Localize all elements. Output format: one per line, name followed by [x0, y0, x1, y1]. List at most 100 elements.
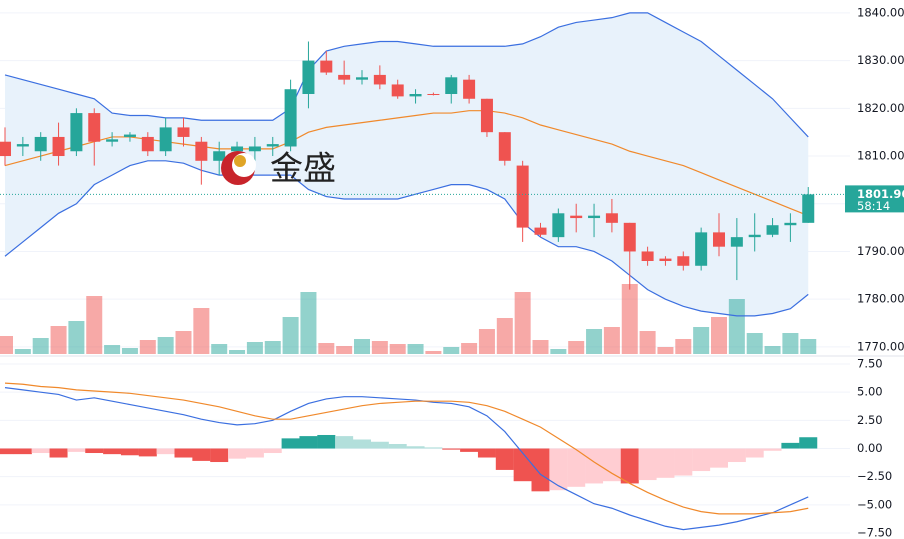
volume-bar	[728, 299, 745, 354]
histogram-bar	[85, 448, 104, 454]
histogram-bar	[388, 443, 407, 449]
candle-body	[302, 60, 315, 94]
candle-body	[16, 144, 29, 147]
candle-body	[284, 89, 297, 147]
volume-bar	[657, 347, 674, 354]
histogram-bar	[585, 448, 604, 484]
volume-bar	[354, 339, 370, 354]
volume-bar	[550, 349, 567, 354]
histogram-bar	[477, 448, 496, 458]
y-tick-label: 1770.00	[857, 339, 904, 353]
candle-body	[409, 93, 422, 97]
candle-body	[623, 222, 636, 252]
y-tick-label: 2.50	[857, 413, 883, 427]
watermark-logo: 金盛	[221, 149, 336, 188]
histogram-bar	[763, 448, 782, 451]
candle-body	[123, 134, 136, 137]
last-price-label: 1801.96	[857, 187, 904, 201]
histogram-bar	[228, 448, 247, 459]
histogram-bar	[317, 434, 336, 449]
volume-bar	[211, 344, 228, 354]
candle-body	[391, 84, 404, 97]
volume-bar	[711, 317, 727, 354]
y-tick-label: 1840.00	[857, 5, 904, 19]
candle-body	[463, 79, 476, 99]
histogram-bar	[0, 448, 14, 455]
candle-body	[605, 213, 618, 223]
histogram-bar	[549, 448, 568, 491]
candle-body	[34, 136, 47, 152]
candle-body	[695, 232, 708, 266]
histogram-bar	[460, 448, 479, 452]
candle-body	[766, 225, 779, 235]
signal-line	[4, 382, 809, 515]
volume-bar	[461, 343, 478, 354]
histogram-bar	[513, 448, 532, 482]
y-tick-label: 1830.00	[857, 53, 904, 67]
band-middle	[4, 110, 809, 217]
volume-bar	[407, 344, 424, 354]
volume-bar	[157, 337, 174, 354]
volume-bar	[229, 350, 246, 354]
y-tick-label: 0.00	[857, 441, 883, 455]
volume-bar	[693, 327, 710, 354]
histogram-bar	[442, 448, 461, 450]
histogram-bar	[281, 438, 300, 449]
macd-line	[4, 387, 809, 531]
candle-body	[266, 144, 279, 147]
watermark-text: 金盛	[270, 149, 336, 188]
candle-body	[516, 165, 529, 228]
candle-body	[88, 113, 101, 142]
volume-bar	[603, 327, 620, 354]
volume-bar	[14, 349, 31, 354]
y-tick-label: 1810.00	[857, 149, 904, 163]
histogram-bar	[67, 448, 86, 452]
histogram-bar	[727, 448, 746, 463]
volume-bar	[336, 346, 353, 354]
band-area	[5, 12, 809, 316]
volume-bar	[568, 341, 585, 354]
candle-body	[373, 74, 386, 85]
candle-body	[177, 127, 190, 137]
volume-bar	[586, 329, 603, 354]
histogram-bar	[335, 436, 354, 449]
candle-body	[320, 60, 333, 73]
candle-body	[659, 258, 672, 262]
volume-bar	[175, 331, 192, 354]
histogram-bar	[13, 448, 32, 455]
volume-bar	[478, 329, 495, 354]
y-tick-label: 7.50	[857, 356, 883, 370]
volume-bar	[193, 308, 210, 354]
volume-bar	[746, 333, 763, 354]
volume-bar	[514, 292, 531, 354]
candle-body	[588, 215, 601, 219]
histogram-bar	[120, 448, 139, 456]
histogram-bar	[192, 448, 211, 461]
volume-bar	[782, 333, 799, 354]
candle-body	[248, 146, 261, 152]
volume-bar	[764, 346, 781, 354]
candle-body	[480, 98, 493, 133]
countdown-label: 58:14	[857, 199, 890, 213]
y-tick-label: −2.50	[857, 469, 892, 483]
histogram-bar	[531, 448, 550, 492]
histogram-bar	[781, 442, 800, 449]
volume-bar	[264, 341, 281, 354]
volume-bar	[443, 347, 460, 354]
histogram-bar	[620, 448, 639, 484]
histogram-bar	[424, 447, 443, 449]
histogram-bar	[656, 448, 675, 478]
histogram-bar	[710, 448, 728, 468]
candle-body	[730, 237, 743, 247]
candle-body	[52, 136, 65, 157]
y-tick-label: 5.00	[857, 385, 883, 399]
histogram-bar	[406, 446, 425, 449]
volume-bar	[639, 331, 656, 354]
candle-body	[445, 77, 458, 94]
candle-body	[195, 141, 208, 161]
candle-body	[713, 232, 725, 247]
y-tick-label: −5.00	[857, 497, 892, 511]
volume-bar	[300, 292, 317, 354]
histogram-bar	[567, 448, 586, 487]
histogram-bar	[692, 448, 711, 472]
